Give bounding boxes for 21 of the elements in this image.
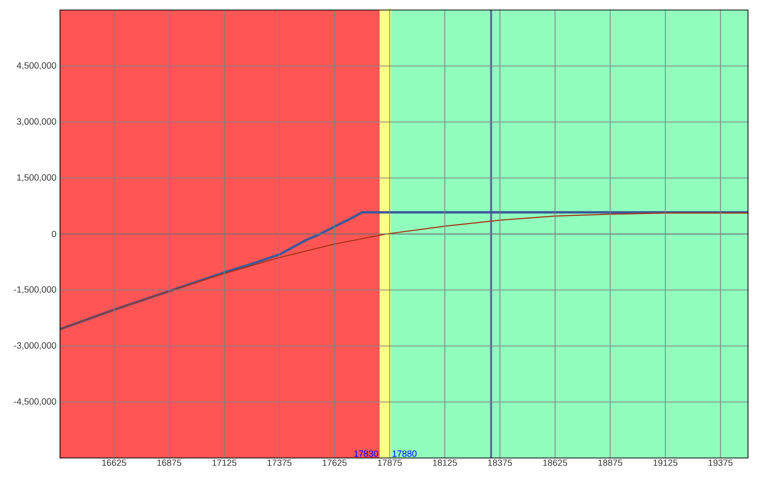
x-tick-label: 17875	[378, 460, 402, 466]
x-tick-label: 19375	[708, 460, 733, 466]
x-tick-label: 18125	[433, 460, 457, 466]
x-tick-label: 18375	[488, 460, 512, 466]
y-tick-label: -1,500,000	[14, 286, 56, 294]
y-tick-label: 0	[52, 230, 56, 238]
y-tick-label: 1,500,000	[17, 174, 56, 182]
y-tick-label: -4,500,000	[14, 398, 56, 406]
x-tick-label: 16625	[102, 460, 126, 466]
x-tick-label: 18875	[598, 460, 622, 466]
x-tick-label: 18625	[543, 460, 568, 466]
x-tick-label: 17625	[322, 460, 347, 466]
y-tick-label: -3,000,000	[14, 342, 56, 350]
x-tick-label: 17125	[212, 460, 236, 466]
annotation: 17830	[354, 450, 378, 457]
x-tick-label: 19125	[654, 460, 678, 466]
x-tick-label: 17375	[268, 460, 292, 466]
x-tick-label: 16875	[157, 460, 182, 466]
y-tick-label: 4,500,000	[16, 62, 56, 70]
annotation: 17880	[392, 450, 417, 457]
y-tick-label: 3,000,000	[16, 118, 56, 126]
